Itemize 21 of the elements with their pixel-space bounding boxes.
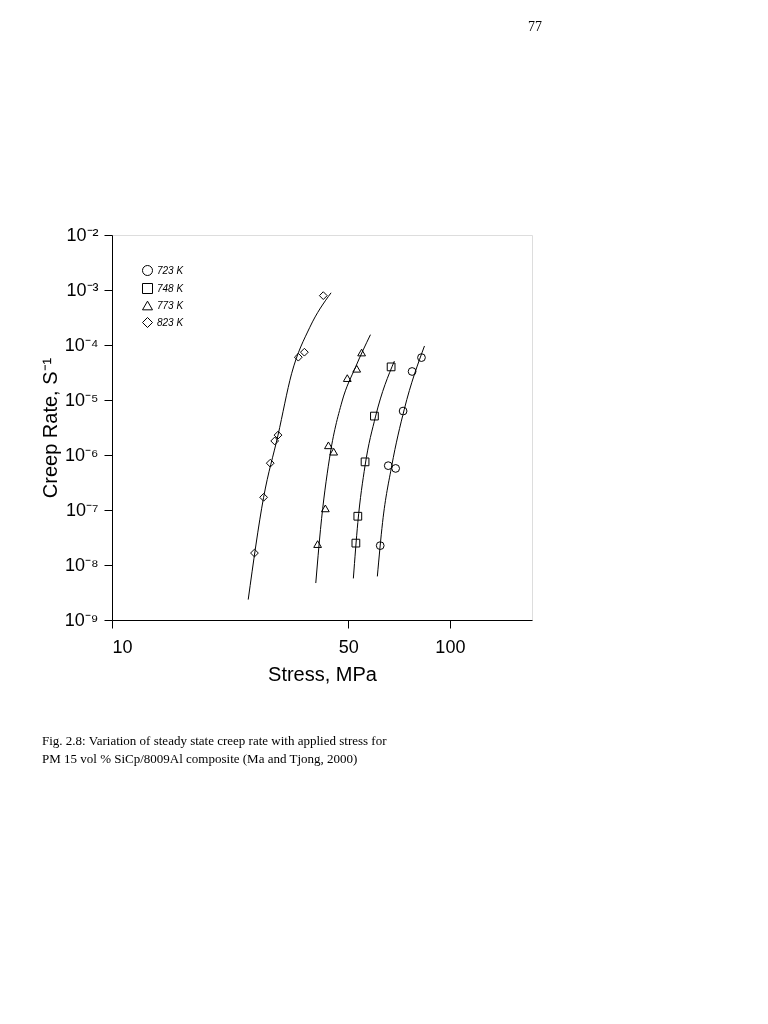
line-series [352,360,395,579]
x-axis-title: Stress, MPa [268,662,378,685]
y-tick-label: 10⁻⁵ [65,389,99,410]
legend-label: 823 K [157,316,185,328]
y-tick-label: 10⁻³ [66,279,99,300]
y-tick-label: 10⁻² [66,224,99,245]
x-tick-label: 10 [112,636,133,657]
y-axis-title: Creep Rate, S⁻¹ [38,357,61,499]
y-tick-label: 10⁻⁷ [65,499,99,520]
y-tick-label: 10⁻⁹ [64,609,99,630]
x-tick-label: 50 [338,636,359,657]
legend-label: 773 K [157,299,185,311]
text: 77 [528,19,542,34]
line-series [376,345,425,577]
legend-label: 723 K [157,264,185,276]
y-tick-label: 10⁻⁶ [65,444,99,465]
y-tick-label: 10⁻⁸ [64,554,99,575]
legend-label: 748 K [157,282,185,294]
x-tick-label: 100 [435,636,466,657]
y-tick-label: 10⁻⁴ [64,334,99,355]
caption: Fig. 2.8: Variation of steady state creep rate with applied stress for PM 15 vol % SiCp/8009Al composite (Ma and Tjong, 2000) [42,733,388,766]
